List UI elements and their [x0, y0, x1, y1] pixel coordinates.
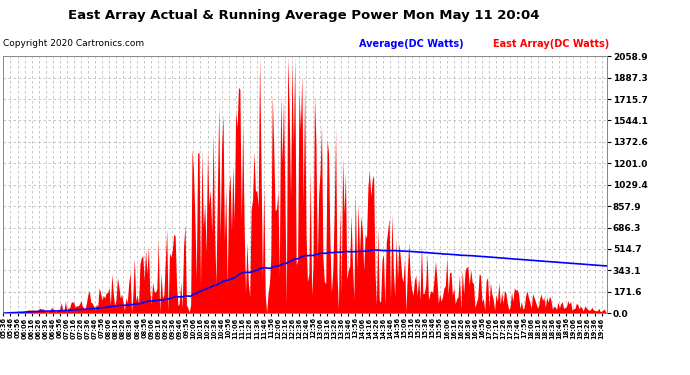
Text: East Array Actual & Running Average Power Mon May 11 20:04: East Array Actual & Running Average Powe…	[68, 9, 540, 22]
Text: East Array(DC Watts): East Array(DC Watts)	[493, 39, 609, 50]
Text: Copyright 2020 Cartronics.com: Copyright 2020 Cartronics.com	[3, 39, 145, 48]
Text: Average(DC Watts): Average(DC Watts)	[359, 39, 464, 50]
